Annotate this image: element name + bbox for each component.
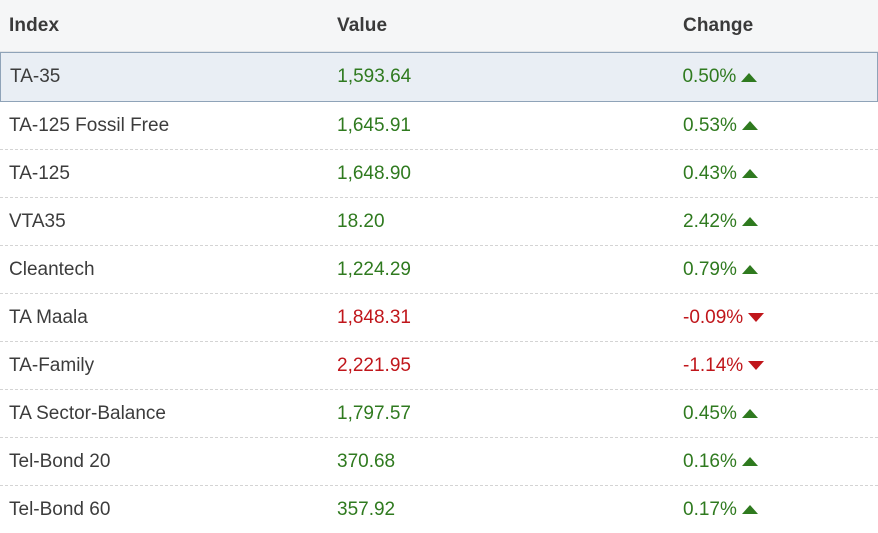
index-change: 0.45% (683, 403, 878, 425)
index-name[interactable]: Cleantech (9, 258, 95, 280)
index-change: -1.14% (683, 355, 878, 377)
up-arrow-icon (741, 217, 758, 226)
down-arrow-icon (748, 361, 765, 370)
index-value: 2,221.95 (337, 354, 411, 376)
up-arrow-icon (741, 265, 758, 274)
table-row[interactable]: TA-Family 2,221.95 -1.14% (0, 342, 878, 390)
index-change: 2.42% (683, 211, 878, 233)
index-change: 0.17% (683, 499, 878, 521)
change-text: 0.79% (683, 258, 737, 280)
index-name[interactable]: TA-125 (9, 162, 70, 184)
table-row[interactable]: Tel-Bond 60 357.92 0.17% (0, 486, 878, 533)
index-value: 357.92 (337, 498, 396, 520)
index-name[interactable]: TA-35 (10, 66, 61, 87)
change-text: 2.42% (683, 210, 737, 232)
table-row[interactable]: TA-35 1,593.64 0.50% (0, 52, 878, 102)
change-text: -0.09% (683, 306, 744, 328)
index-value: 1,648.90 (337, 162, 411, 184)
header-value[interactable]: Value (337, 14, 388, 36)
index-change: 0.43% (683, 163, 878, 185)
change-text: -1.14% (683, 354, 744, 376)
change-text: 0.17% (683, 498, 737, 520)
index-value: 370.68 (337, 450, 396, 472)
table-row[interactable]: TA-125 Fossil Free 1,645.91 0.53% (0, 102, 878, 150)
up-arrow-icon (741, 169, 758, 178)
change-text: 0.16% (683, 450, 737, 472)
table-row[interactable]: TA Maala 1,848.31 -0.09% (0, 294, 878, 342)
index-name[interactable]: TA Maala (9, 306, 88, 328)
down-arrow-icon (748, 313, 765, 322)
index-name[interactable]: TA Sector-Balance (9, 402, 167, 424)
table-row[interactable]: VTA35 18.20 2.42% (0, 198, 878, 246)
change-text: 0.45% (683, 402, 737, 424)
change-text: 0.50% (682, 66, 737, 87)
index-change: 0.16% (683, 451, 878, 473)
index-name[interactable]: TA-125 Fossil Free (9, 114, 170, 136)
index-value: 1,645.91 (337, 114, 411, 136)
change-text: 0.53% (683, 114, 737, 136)
up-arrow-icon (741, 409, 758, 418)
index-value: 1,797.57 (337, 402, 411, 424)
table-row[interactable]: Tel-Bond 20 370.68 0.16% (0, 438, 878, 486)
index-value: 18.20 (337, 210, 385, 232)
up-arrow-icon (741, 457, 758, 466)
index-value: 1,224.29 (337, 258, 411, 280)
index-change: 0.50% (682, 66, 877, 88)
header-index[interactable]: Index (9, 14, 60, 36)
up-arrow-icon (741, 121, 758, 130)
index-name[interactable]: Tel-Bond 20 (9, 450, 111, 472)
change-text: 0.43% (683, 162, 737, 184)
index-value: 1,593.64 (337, 66, 412, 87)
header-change[interactable]: Change (683, 14, 754, 36)
index-value: 1,848.31 (337, 306, 411, 328)
index-change: -0.09% (683, 307, 878, 329)
table-row[interactable]: TA Sector-Balance 1,797.57 0.45% (0, 390, 878, 438)
table-row[interactable]: TA-125 1,648.90 0.43% (0, 150, 878, 198)
up-arrow-icon (741, 505, 758, 514)
up-arrow-icon (741, 72, 758, 82)
index-name[interactable]: Tel-Bond 60 (9, 498, 111, 520)
index-name[interactable]: VTA35 (9, 210, 66, 232)
table-header: Index Value Change (0, 0, 878, 52)
table-row[interactable]: Cleantech 1,224.29 0.79% (0, 246, 878, 294)
index-change: 0.79% (683, 259, 878, 281)
index-name[interactable]: TA-Family (9, 354, 95, 376)
index-change: 0.53% (683, 115, 878, 137)
